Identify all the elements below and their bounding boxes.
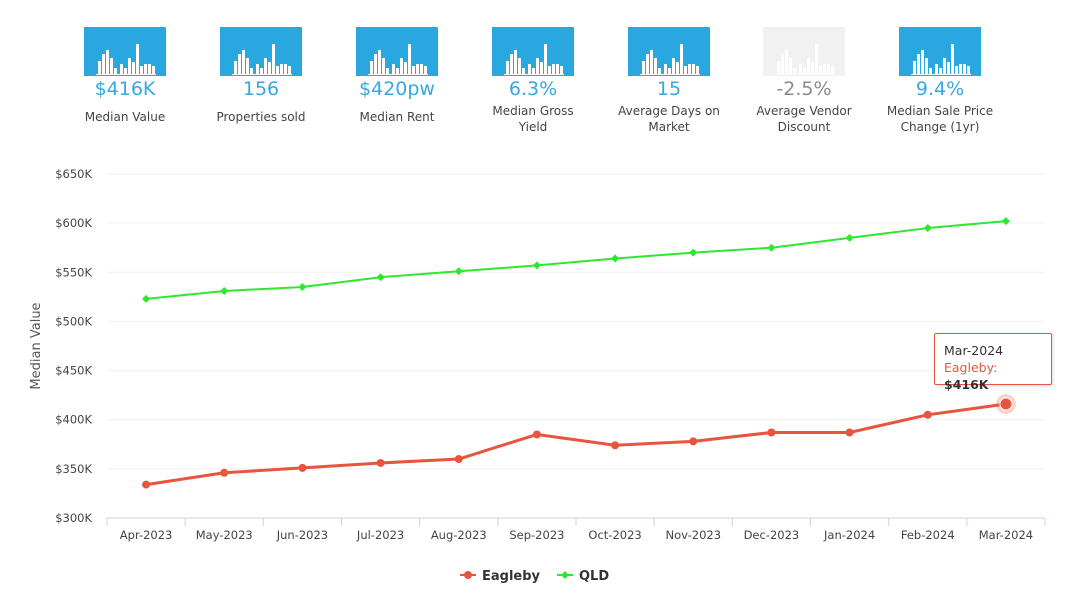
y-tick-label: $450K bbox=[55, 364, 92, 378]
y-tick-label: $650K bbox=[55, 167, 92, 181]
data-point bbox=[689, 437, 698, 446]
line-chart: $300K $350K $400K $450K $500K $550K $600K $650K… bbox=[29, 167, 1046, 584]
stat-value: 156 bbox=[242, 78, 280, 100]
data-point bbox=[845, 233, 854, 242]
y-axis-title: Median Value bbox=[29, 302, 44, 389]
data-point bbox=[298, 463, 307, 472]
x-tick-label: Oct-2023 bbox=[588, 528, 641, 542]
stats-row: $416K Median Value 156 Properties sold $420p… bbox=[57, 27, 1057, 147]
data-point bbox=[454, 455, 463, 464]
stat-card: 156 Properties sold bbox=[193, 27, 329, 125]
bar-chart-icon bbox=[492, 27, 574, 76]
stat-label: Average Vendor Discount bbox=[756, 104, 852, 134]
data-point bbox=[376, 273, 385, 282]
stat-value: 9.4% bbox=[915, 78, 965, 100]
x-tick-label: Dec-2023 bbox=[744, 528, 800, 542]
stat-value: -2.5% bbox=[776, 78, 832, 100]
series-line-eagleby bbox=[145, 402, 1007, 487]
x-tick-label: Aug-2023 bbox=[431, 528, 487, 542]
data-point bbox=[923, 224, 932, 233]
y-tick-label: $300K bbox=[55, 511, 92, 525]
bar-chart-icon bbox=[220, 27, 302, 76]
x-tick-label: Jul-2023 bbox=[356, 528, 404, 542]
y-tick-label: $550K bbox=[55, 265, 92, 279]
data-point bbox=[1001, 217, 1010, 226]
data-point bbox=[532, 430, 541, 439]
y-tick-label: $600K bbox=[55, 216, 92, 230]
x-tick-label: Jun-2023 bbox=[276, 528, 328, 542]
data-point bbox=[767, 243, 776, 252]
data-point bbox=[376, 458, 385, 467]
tooltip-title: Mar-2024 bbox=[944, 343, 1004, 358]
x-tick-label: May-2023 bbox=[196, 528, 253, 542]
data-point bbox=[689, 248, 698, 257]
stat-label: Properties sold bbox=[216, 110, 306, 124]
stat-card: $416K Median Value bbox=[57, 27, 193, 125]
x-tick-label: Sep-2023 bbox=[509, 528, 564, 542]
data-point bbox=[220, 468, 229, 477]
data-point bbox=[220, 286, 229, 295]
x-tick-label: Apr-2023 bbox=[120, 528, 173, 542]
legend-marker bbox=[561, 571, 569, 579]
series-line-qld bbox=[145, 220, 1007, 300]
tooltip-value: $416K bbox=[944, 377, 989, 392]
data-point bbox=[923, 410, 932, 419]
data-point bbox=[999, 397, 1013, 411]
stat-card: $420pw Median Rent bbox=[329, 27, 465, 125]
stat-card: 6.3% Median Gross Yield bbox=[465, 27, 601, 135]
stat-label: Median Rent bbox=[359, 110, 435, 124]
x-tick-label: Mar-2024 bbox=[979, 528, 1033, 542]
bar-chart-icon bbox=[84, 27, 166, 76]
data-point bbox=[767, 428, 776, 437]
y-tick-label: $500K bbox=[55, 314, 92, 328]
x-tick-label: Jan-2024 bbox=[823, 528, 875, 542]
stat-label: Median Value bbox=[84, 110, 166, 124]
data-point bbox=[454, 267, 463, 276]
stat-card: 15 Average Days on Market bbox=[601, 27, 737, 135]
data-point bbox=[142, 480, 151, 489]
bar-chart-icon bbox=[763, 27, 845, 76]
legend-label: QLD bbox=[579, 569, 609, 584]
x-tick-label: Nov-2023 bbox=[665, 528, 721, 542]
bar-chart-icon bbox=[356, 27, 438, 76]
y-tick-label: $350K bbox=[55, 462, 92, 476]
data-point bbox=[142, 294, 151, 303]
data-point bbox=[611, 254, 620, 263]
tooltip-series: Eagleby: bbox=[944, 360, 998, 375]
legend-label: Eagleby bbox=[482, 569, 541, 584]
chart-tooltip: Mar-2024 Eagleby: $416K bbox=[934, 333, 1052, 392]
data-point bbox=[532, 261, 541, 270]
bar-chart-icon bbox=[628, 27, 710, 76]
x-tick-label: Feb-2024 bbox=[901, 528, 955, 542]
stat-value: $420pw bbox=[359, 78, 435, 100]
data-point bbox=[611, 441, 620, 450]
y-tick-label: $400K bbox=[55, 413, 92, 427]
data-point bbox=[298, 283, 307, 292]
stat-value: 6.3% bbox=[508, 78, 558, 100]
bar-chart-icon bbox=[899, 27, 981, 76]
legend-marker bbox=[464, 571, 472, 579]
stat-label: Median Gross Yield bbox=[492, 104, 574, 134]
stat-card: 9.4% Median Sale Price Change (1yr) bbox=[872, 27, 1008, 135]
stat-label: Median Sale Price Change (1yr) bbox=[886, 104, 994, 134]
data-point bbox=[845, 428, 854, 437]
stat-label: Average Days on Market bbox=[618, 104, 720, 134]
stat-value: 15 bbox=[656, 78, 682, 100]
stat-value: $416K bbox=[94, 78, 156, 100]
stat-card: -2.5% Average Vendor Discount bbox=[736, 27, 872, 135]
